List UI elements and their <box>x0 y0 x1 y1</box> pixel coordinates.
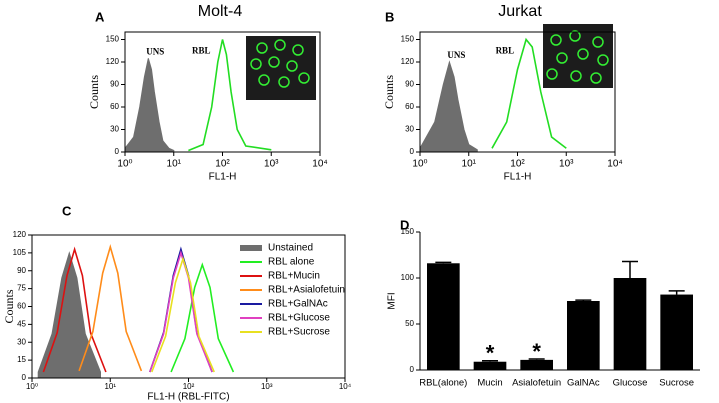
series-line <box>151 256 215 373</box>
series-line <box>170 262 235 373</box>
bar <box>660 294 693 370</box>
panel-letter: B <box>385 9 394 24</box>
y-tick-label: 30 <box>405 125 414 134</box>
legend-label: RBL+Asialofetuin <box>268 285 345 296</box>
x-tick-label: 10⁴ <box>312 159 327 170</box>
y-tick-label: 90 <box>17 266 26 275</box>
y-tick-label: 0 <box>410 147 415 156</box>
panel-letter: D <box>400 217 409 232</box>
legend-label: Unstained <box>268 243 313 254</box>
x-tick-label: Sucrose <box>659 378 694 389</box>
series-line <box>419 60 478 153</box>
y-axis-label: MFI <box>387 292 398 309</box>
y-tick-label: 90 <box>110 80 119 89</box>
series-line <box>78 244 143 372</box>
y-axis-label: Counts <box>2 289 16 323</box>
bar <box>473 361 507 370</box>
error-bar <box>435 261 452 264</box>
plot-frame <box>31 234 346 379</box>
y-tick-label: 105 <box>13 248 27 257</box>
y-tick-label: 150 <box>401 35 415 44</box>
x-tick-label: 10⁰ <box>412 159 427 170</box>
significance-marker: * <box>486 341 495 366</box>
x-tick-label: 10¹ <box>167 159 182 170</box>
error-bar <box>668 290 685 295</box>
legend-label: RBL+Mucin <box>268 271 320 282</box>
error-bar <box>622 260 638 278</box>
x-tick-label: 10⁴ <box>607 159 622 170</box>
error-bar <box>528 358 545 360</box>
y-tick-label: 15 <box>17 355 26 364</box>
inset-image-b <box>543 24 613 88</box>
plot-frame <box>124 31 321 153</box>
x-tick-label: 10⁰ <box>117 159 132 170</box>
bar <box>613 278 647 370</box>
y-tick-label: 0 <box>410 365 415 374</box>
x-tick-label: 10⁰ <box>26 382 38 391</box>
x-tick-label: Asialofetuin <box>512 378 561 389</box>
y-tick-label: 30 <box>17 337 26 346</box>
bar <box>427 263 460 370</box>
series-annotation: UNS <box>447 50 465 60</box>
chart-title: Jurkat <box>498 3 542 20</box>
x-tick-label: 10³ <box>261 382 273 391</box>
y-tick-label: 90 <box>405 80 414 89</box>
y-tick-label: 75 <box>17 284 26 293</box>
y-tick-label: 100 <box>401 273 415 282</box>
y-tick-label: 150 <box>401 227 415 236</box>
legend-label: RBL+Sucrose <box>268 327 330 338</box>
x-axis-label: FL1-H <box>209 172 237 183</box>
x-tick-label: RBL(alone) <box>419 378 467 389</box>
x-axis-label: FL1-H <box>504 172 532 183</box>
series-annotation: RBL <box>496 46 515 56</box>
y-tick-label: 120 <box>13 230 27 239</box>
y-tick-label: 150 <box>106 35 120 44</box>
legend-label: RBL alone <box>268 257 315 268</box>
x-tick-label: 10³ <box>264 159 279 170</box>
y-tick-label: 60 <box>110 102 119 111</box>
x-tick-label: Glucose <box>613 378 648 389</box>
series-line <box>42 246 107 373</box>
x-tick-label: GalNAc <box>567 378 600 389</box>
series-line <box>124 58 175 153</box>
legend-label: RBL+GalNAc <box>268 299 328 310</box>
significance-marker: * <box>532 339 541 364</box>
x-axis-label: FL1-H (RBL-FITC) <box>147 392 229 403</box>
y-axis-label: Counts <box>87 75 101 109</box>
y-tick-label: 120 <box>401 57 415 66</box>
x-tick-label: 10¹ <box>462 159 477 170</box>
y-tick-label: 45 <box>17 319 26 328</box>
panel-letter: A <box>95 9 105 24</box>
series-annotation: RBL <box>192 46 211 56</box>
bar <box>567 301 600 370</box>
plot-frame <box>419 31 616 153</box>
x-tick-label: 10⁴ <box>339 382 352 391</box>
series-annotation: UNS <box>146 46 164 56</box>
y-axis-label: Counts <box>382 75 396 109</box>
series-line <box>188 39 272 152</box>
x-tick-label: 10² <box>215 159 230 170</box>
y-tick-label: 30 <box>110 125 119 134</box>
y-tick-label: 60 <box>405 102 414 111</box>
x-tick-label: 10² <box>183 382 195 391</box>
y-tick-label: 60 <box>17 302 26 311</box>
error-bar <box>575 299 592 301</box>
chart-title: Molt-4 <box>198 3 243 20</box>
panel-letter: C <box>62 203 72 218</box>
legend-label: RBL+Glucose <box>268 313 330 324</box>
series-line <box>149 250 213 373</box>
error-bar <box>482 360 498 362</box>
x-tick-label: 10³ <box>559 159 574 170</box>
y-tick-label: 0 <box>22 373 27 382</box>
x-tick-label: 10² <box>510 159 525 170</box>
bar <box>520 359 553 370</box>
y-tick-label: 0 <box>115 147 120 156</box>
inset-image-a <box>246 36 316 100</box>
y-tick-label: 120 <box>106 57 120 66</box>
y-tick-label: 50 <box>405 319 414 328</box>
x-tick-label: 10¹ <box>104 382 116 391</box>
x-tick-label: Mucin <box>477 378 502 389</box>
series-line <box>491 37 567 149</box>
